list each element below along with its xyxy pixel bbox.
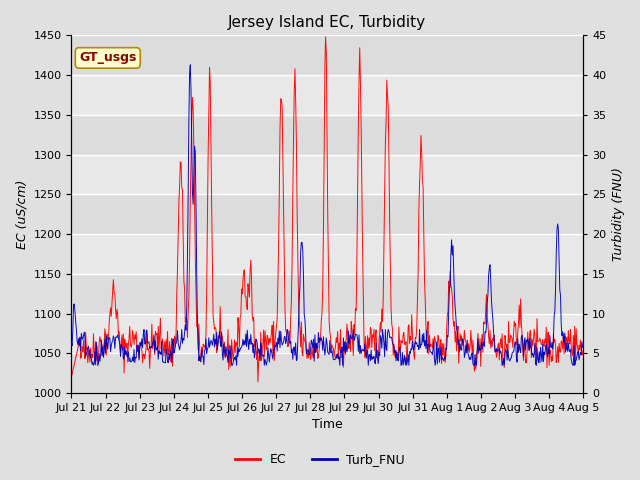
- Bar: [72, 155, 583, 194]
- Bar: [72, 313, 583, 353]
- Y-axis label: EC (uS/cm): EC (uS/cm): [15, 180, 28, 249]
- Bar: [72, 353, 583, 393]
- Bar: [72, 194, 583, 234]
- Title: Jersey Island EC, Turbidity: Jersey Island EC, Turbidity: [228, 15, 426, 30]
- Text: GT_usgs: GT_usgs: [79, 51, 136, 64]
- Bar: [72, 234, 583, 274]
- Y-axis label: Turbidity (FNU): Turbidity (FNU): [612, 168, 625, 261]
- Bar: [72, 36, 583, 75]
- Bar: [72, 115, 583, 155]
- Bar: [72, 75, 583, 115]
- Legend: EC, Turb_FNU: EC, Turb_FNU: [230, 448, 410, 471]
- X-axis label: Time: Time: [312, 419, 343, 432]
- Bar: [72, 274, 583, 313]
